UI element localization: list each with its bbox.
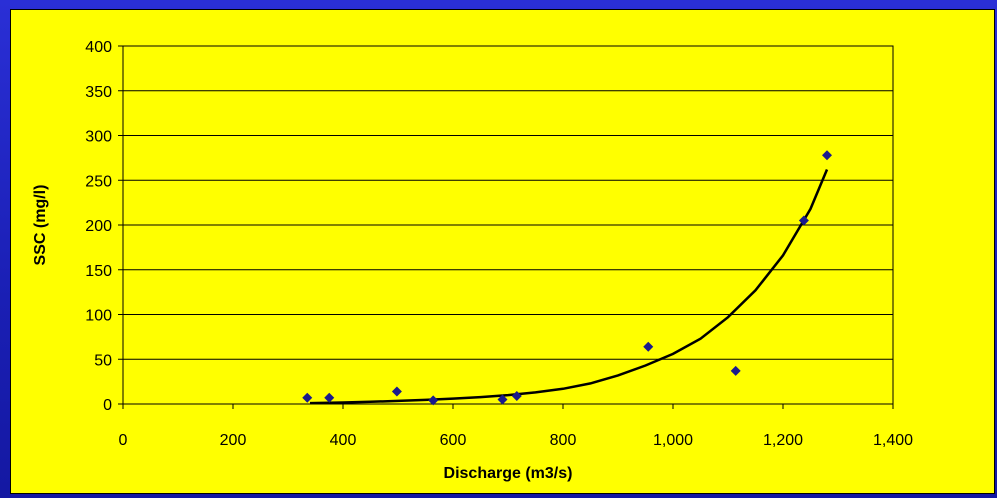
x-tick-label: 200 xyxy=(220,432,247,449)
data-point xyxy=(798,215,809,226)
x-tick-label: 1,000 xyxy=(653,432,693,449)
axes xyxy=(118,45,894,409)
data-point xyxy=(643,341,654,352)
y-tick-label: 150 xyxy=(85,263,112,280)
data-point xyxy=(822,150,832,161)
data-point xyxy=(391,386,402,397)
y-tick-label: 300 xyxy=(85,129,112,146)
y-axis-title: SSC (mg/l) xyxy=(32,185,49,266)
data-point xyxy=(428,395,439,406)
data-point xyxy=(497,394,508,405)
x-tick-label: 1,400 xyxy=(873,432,913,449)
data-points xyxy=(302,150,832,406)
data-point xyxy=(511,390,522,401)
x-tick-label: 1,200 xyxy=(763,432,803,449)
trendline xyxy=(309,169,829,405)
y-tick-label: 400 xyxy=(85,39,112,56)
y-tick-label: 50 xyxy=(94,352,112,369)
data-point xyxy=(302,392,313,403)
y-tick-label: 350 xyxy=(85,84,112,101)
gridlines xyxy=(123,45,893,360)
x-axis-title: Discharge (m3/s) xyxy=(444,465,573,482)
data-point xyxy=(324,392,335,403)
x-tick-labels: 0 200 400 600 800 1,000 1,200 1,400 xyxy=(119,432,914,449)
data-point xyxy=(730,365,741,376)
y-tick-label: 200 xyxy=(85,218,112,235)
y-tick-label: 0 xyxy=(103,397,112,414)
y-tick-label: 250 xyxy=(85,173,112,190)
x-tick-label: 400 xyxy=(330,432,357,449)
x-tick-label: 0 xyxy=(119,432,128,449)
y-tick-label: 100 xyxy=(85,308,112,325)
y-tick-labels: 0 50 100 150 200 250 300 350 400 xyxy=(85,39,112,414)
x-tick-label: 800 xyxy=(550,432,577,449)
x-tick-label: 600 xyxy=(440,432,467,449)
chart-area xyxy=(10,9,995,494)
